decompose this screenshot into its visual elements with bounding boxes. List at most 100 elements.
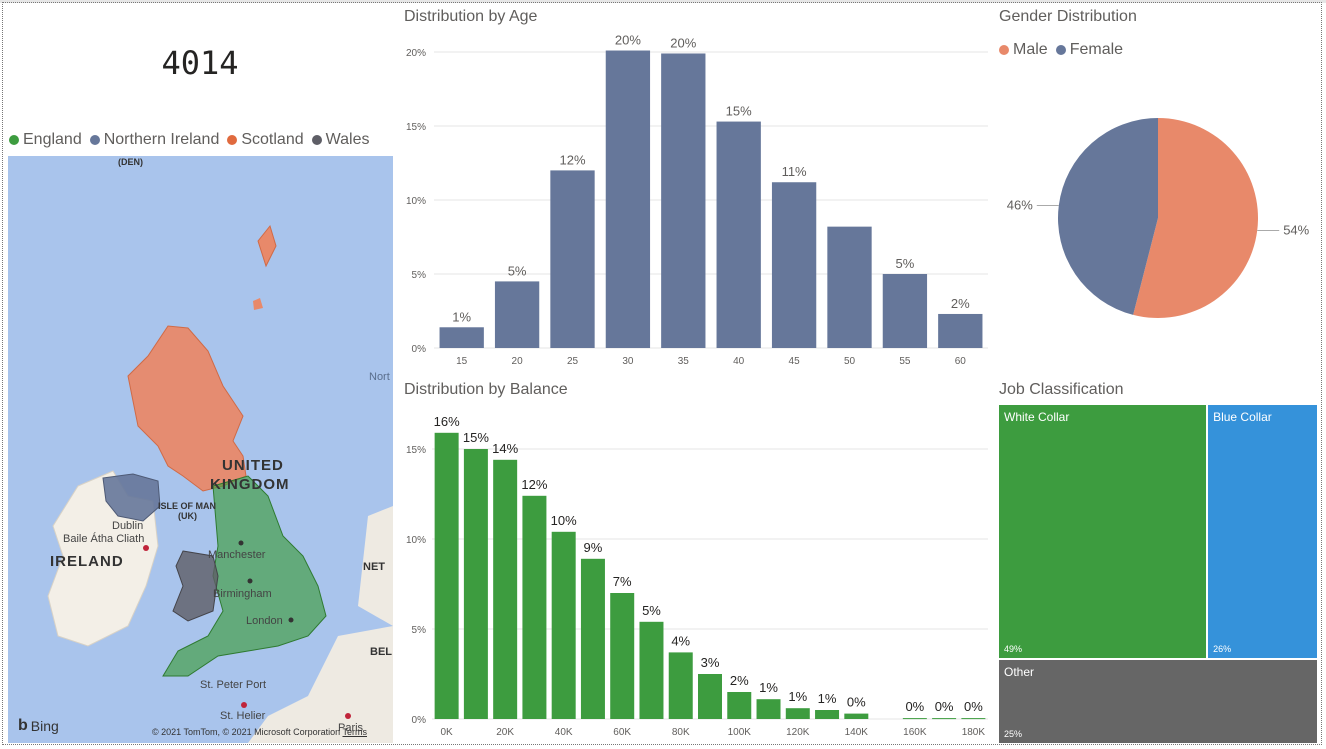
x-tick-label: 20 [512,356,524,367]
y-tick-label: 15% [406,122,426,133]
shetland-islands[interactable] [257,224,277,268]
bar-balance-120k[interactable] [785,708,810,719]
bar-age-25[interactable] [550,170,595,348]
legend-item-female[interactable]: Female [1055,41,1123,59]
treemap-cell-blue-collar[interactable]: Blue Collar 26% [1207,404,1318,659]
y-tick-label: 10% [406,535,426,546]
x-tick-label: 20K [496,727,514,738]
bar-balance-130k[interactable] [815,710,840,719]
bar-age-40[interactable] [716,121,761,348]
orkney-islands[interactable] [253,298,263,310]
bing-logo[interactable]: b Bing [18,717,59,734]
data-label: 3% [701,655,720,670]
bar-age-15[interactable] [439,327,484,348]
bing-icon: b [18,717,28,734]
data-label: 20% [615,33,641,48]
bar-age-60[interactable] [938,313,983,348]
legend-dot-icon [9,135,19,145]
x-tick-label: 0K [441,727,454,738]
job-treemap[interactable]: White Collar 49% Blue Collar 26% Other 2… [998,404,1318,744]
map-label-st-peter: St. Peter Port [200,679,267,691]
bar-age-45[interactable] [771,182,817,348]
london-marker [288,617,294,623]
balance-chart-title: Distribution by Balance [404,381,568,398]
map-label-london: London [246,615,283,627]
bar-age-30[interactable] [605,50,651,349]
continent-land [358,506,393,626]
y-tick-label: 5% [412,625,427,636]
treemap-label: Other [1004,665,1035,679]
pie-slice-female[interactable] [1058,118,1158,315]
map-label-manchester: Manchester [208,549,266,561]
bar-balance-20k[interactable] [493,459,518,719]
x-tick-label: 30 [622,356,634,367]
gender-chart[interactable]: 54% 46% [996,80,1322,375]
age-chart[interactable]: 0% 5% 10% 15% 20% 1% 15 5% 20 12% 25 20% 30 20% 35 15% 4… [398,30,992,381]
bar-balance-50k[interactable] [580,558,605,719]
job-chart-title: Job Classification [999,381,1124,398]
bar-balance-110k[interactable] [756,699,781,719]
age-chart-svg: 0% 5% 10% 15% 20% 1% 15 5% 20 12% 25 20% 30 20% 35 15% 4… [406,33,988,367]
data-label: 11% [782,164,807,179]
bar-balance-10k[interactable] [463,449,488,719]
treemap-label: White Collar [1004,410,1070,424]
map-label-isle-of-man-uk: (UK) [178,511,197,521]
x-tick-label: 120K [786,727,810,738]
x-tick-label: 55 [899,356,911,367]
northern-ireland-region[interactable] [102,473,161,522]
data-label: 5% [896,256,915,271]
bar-age-35[interactable] [661,53,706,348]
terms-link[interactable]: Terms [342,727,368,737]
x-tick-label: 15 [456,356,468,367]
bar-balance-40k[interactable] [551,531,576,719]
bar-balance-0k[interactable] [434,432,459,719]
bar-balance-180k[interactable] [961,718,986,720]
data-label: 12% [559,152,585,167]
bar-balance-160k[interactable] [902,718,927,720]
map-label-baile: Baile Átha Cliath [63,533,145,545]
wales-region[interactable] [172,550,219,622]
data-label: 1% [452,309,471,324]
bar-age-55[interactable] [882,274,928,348]
legend-dot-icon [227,135,238,145]
legend-item-male[interactable]: Male [999,41,1048,59]
x-tick-label: 60 [955,356,967,367]
bar-balance-70k[interactable] [639,621,664,719]
legend-item-england[interactable]: England [9,131,82,149]
legend-item-northern-ireland[interactable]: Northern Ireland [89,131,219,149]
y-tick-label: 15% [406,445,426,456]
pie-slice-male[interactable] [1133,118,1258,318]
map-label-bel: BEL [370,646,392,658]
bar-balance-90k[interactable] [698,674,722,719]
data-label: 15% [726,104,752,119]
bar-balance-80k[interactable] [668,652,693,719]
data-label: 0% [935,699,954,714]
y-tick-label: 0% [412,715,427,726]
map-label-isle-of-man: ISLE OF MAN [158,501,216,511]
balance-chart[interactable]: 0% 5% 10% 15% 16% 15% 14% 12% 10% 9% 7% 5% 4% 3% 2% 1% 1… [398,403,992,748]
data-label: 1% [818,691,837,706]
bar-balance-60k[interactable] [610,593,635,719]
bar-balance-100k[interactable] [727,692,752,719]
legend-item-wales[interactable]: Wales [311,131,369,149]
legend-item-scotland[interactable]: Scotland [227,131,304,149]
bar-balance-140k[interactable] [844,713,869,719]
treemap-cell-other[interactable]: Other 25% [998,659,1318,744]
bar-balance-170k[interactable] [932,718,957,720]
x-tick-label: 50 [844,356,856,367]
bar-balance-30k[interactable] [522,495,547,719]
treemap-cell-white-collar[interactable]: White Collar 49% [998,404,1208,659]
bar-age-20[interactable] [494,281,540,348]
filled-map[interactable]: (DEN) UNITED KINGDOM ISLE OF MAN (UK) Du… [8,156,393,743]
x-tick-label: 35 [678,356,690,367]
bar-age-50[interactable] [827,226,872,348]
data-label: 15% [463,430,489,445]
map-label-net: NET [363,561,385,573]
data-label: 20% [670,35,696,50]
scotland-region[interactable] [127,325,247,492]
data-label: 7% [613,574,632,589]
england-region[interactable] [162,475,327,677]
kpi-card-value: 4014 [161,44,239,82]
st-peter-marker [241,702,247,708]
